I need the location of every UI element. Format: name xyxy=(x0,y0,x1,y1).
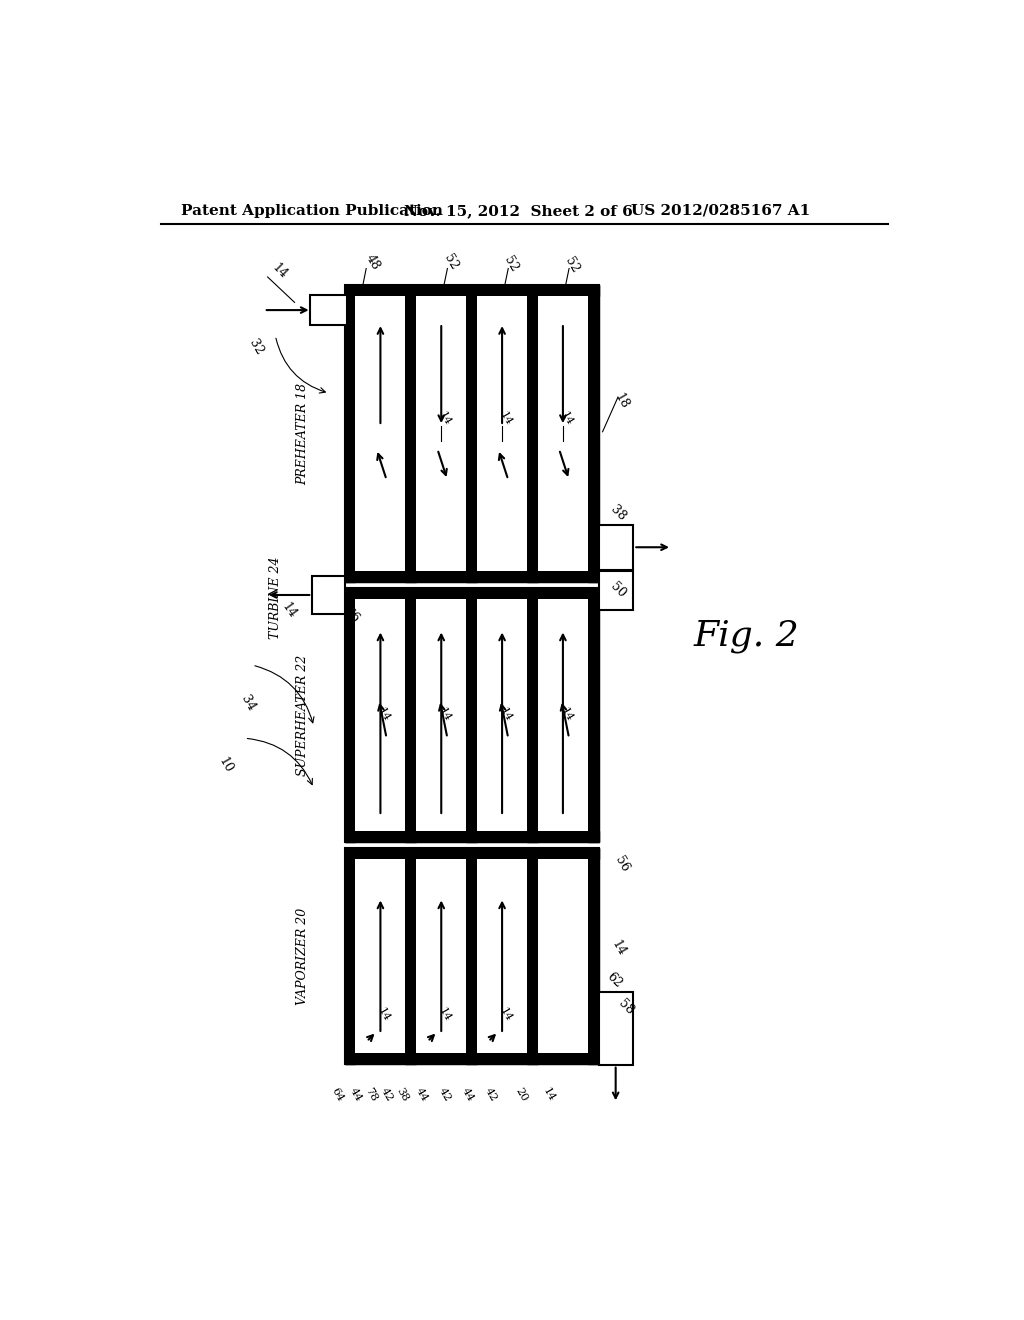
Text: 14: 14 xyxy=(541,1086,557,1104)
Text: 42: 42 xyxy=(437,1086,453,1104)
Bar xyxy=(599,525,634,570)
Text: TURBINE 24: TURBINE 24 xyxy=(269,556,282,639)
Text: 20: 20 xyxy=(514,1086,529,1104)
Bar xyxy=(355,296,406,572)
Bar xyxy=(538,599,588,832)
Text: 14: 14 xyxy=(498,409,514,426)
Text: 78: 78 xyxy=(364,1086,380,1104)
Text: 52: 52 xyxy=(441,252,460,272)
Text: 66: 66 xyxy=(341,605,361,626)
Text: 42: 42 xyxy=(379,1086,395,1104)
Text: 48: 48 xyxy=(364,252,383,272)
Bar xyxy=(345,572,599,582)
Text: 14: 14 xyxy=(559,706,574,723)
Bar xyxy=(527,589,538,842)
Text: 14: 14 xyxy=(559,409,574,426)
Bar xyxy=(466,849,477,1064)
Text: US 2012/0285167 A1: US 2012/0285167 A1 xyxy=(631,203,810,218)
Text: 14: 14 xyxy=(437,706,453,723)
Bar xyxy=(345,285,599,296)
Text: 14: 14 xyxy=(498,706,514,723)
Bar xyxy=(588,849,599,1064)
Bar xyxy=(538,859,588,1053)
Bar xyxy=(312,576,345,614)
Bar xyxy=(355,859,406,1053)
Bar xyxy=(406,589,416,842)
Text: 44: 44 xyxy=(414,1086,429,1104)
Text: 62: 62 xyxy=(604,970,625,990)
Bar xyxy=(527,849,538,1064)
Bar xyxy=(477,859,527,1053)
Bar xyxy=(345,589,355,842)
Text: 58: 58 xyxy=(615,997,636,1018)
Bar xyxy=(599,991,634,1065)
Text: 64: 64 xyxy=(329,1086,345,1104)
Text: Fig. 2: Fig. 2 xyxy=(693,619,800,653)
Text: 14: 14 xyxy=(498,1006,514,1023)
Text: 18: 18 xyxy=(612,391,632,411)
Text: 52: 52 xyxy=(502,253,521,275)
Bar xyxy=(345,589,599,842)
Text: 38: 38 xyxy=(394,1086,411,1104)
Text: 44: 44 xyxy=(460,1086,476,1104)
Bar xyxy=(588,589,599,842)
Bar xyxy=(588,285,599,582)
Text: 44: 44 xyxy=(348,1086,365,1104)
Bar xyxy=(527,285,538,582)
Bar xyxy=(345,849,355,1064)
Text: 14: 14 xyxy=(377,706,392,723)
Text: 14: 14 xyxy=(608,939,628,958)
Bar xyxy=(345,1053,599,1064)
Text: 32: 32 xyxy=(247,337,265,358)
Bar xyxy=(406,285,416,582)
Text: SUPERHEATER 22: SUPERHEATER 22 xyxy=(296,655,309,776)
Bar xyxy=(477,599,527,832)
Bar xyxy=(538,296,588,572)
Text: Patent Application Publication: Patent Application Publication xyxy=(180,203,442,218)
Bar xyxy=(355,599,406,832)
Bar xyxy=(345,285,599,582)
Bar xyxy=(345,589,599,599)
Bar xyxy=(466,589,477,842)
Text: 52: 52 xyxy=(562,255,582,276)
Text: 34: 34 xyxy=(239,693,258,714)
Bar xyxy=(416,296,466,572)
Text: PREHEATER 18: PREHEATER 18 xyxy=(296,383,309,484)
Bar xyxy=(416,859,466,1053)
Bar xyxy=(345,849,599,859)
Bar xyxy=(345,849,599,1064)
Text: Nov. 15, 2012  Sheet 2 of 6: Nov. 15, 2012 Sheet 2 of 6 xyxy=(403,203,633,218)
Text: VAPORIZER 20: VAPORIZER 20 xyxy=(296,907,309,1005)
Text: 38: 38 xyxy=(607,503,628,524)
Text: 14: 14 xyxy=(437,1006,453,1023)
Text: 50: 50 xyxy=(608,581,628,601)
Text: 56: 56 xyxy=(612,854,632,875)
Text: 42: 42 xyxy=(483,1086,499,1104)
Text: 14: 14 xyxy=(377,1006,392,1023)
Bar xyxy=(310,294,347,326)
Bar xyxy=(345,285,355,582)
Bar xyxy=(599,572,634,610)
Text: 10: 10 xyxy=(216,755,234,775)
Text: 14: 14 xyxy=(269,261,290,282)
Text: 14: 14 xyxy=(280,601,299,620)
Bar xyxy=(466,285,477,582)
Bar xyxy=(345,832,599,842)
Text: 14: 14 xyxy=(437,409,453,426)
Bar xyxy=(416,599,466,832)
Bar xyxy=(477,296,527,572)
Bar xyxy=(406,849,416,1064)
